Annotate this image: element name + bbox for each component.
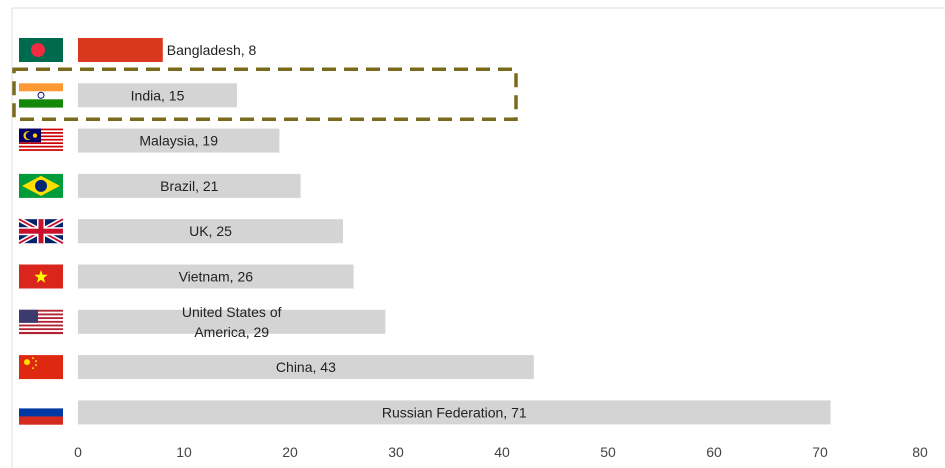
bar-label-china: China, 43 bbox=[276, 359, 336, 375]
x-tick-label: 20 bbox=[282, 444, 298, 460]
russia-flag-icon bbox=[19, 400, 63, 425]
bar-india bbox=[78, 83, 237, 108]
bar-vietnam bbox=[78, 264, 354, 289]
bar-brazil bbox=[78, 173, 301, 198]
bar-label-india: India, 15 bbox=[131, 87, 185, 103]
brazil-flag-icon bbox=[19, 173, 63, 198]
bar-united-states-of-america bbox=[78, 309, 386, 334]
malaysia-flag-icon bbox=[19, 128, 63, 153]
x-tick-label: 10 bbox=[176, 444, 192, 460]
china-flag-icon bbox=[19, 355, 63, 380]
bar-label-brazil: Brazil, 21 bbox=[160, 178, 219, 194]
bar-label-vietnam: Vietnam, 26 bbox=[179, 269, 254, 285]
bar-china bbox=[78, 355, 534, 380]
bar-label-bangladesh: Bangladesh, 8 bbox=[167, 42, 257, 58]
x-tick-label: 60 bbox=[706, 444, 722, 460]
x-tick-label: 40 bbox=[494, 444, 510, 460]
bar-label-russian-federation: Russian Federation, 71 bbox=[382, 404, 527, 420]
uk-flag-icon bbox=[17, 217, 65, 246]
x-tick-label: 70 bbox=[812, 444, 828, 460]
x-tick-label: 50 bbox=[600, 444, 616, 460]
vietnam-flag-icon bbox=[19, 264, 63, 289]
bar-label-malaysia: Malaysia, 19 bbox=[139, 133, 218, 149]
bangladesh-flag-icon bbox=[19, 38, 63, 62]
bar-label-uk: UK, 25 bbox=[189, 223, 232, 239]
highlight-box bbox=[12, 67, 518, 122]
x-tick-label: 30 bbox=[388, 444, 404, 460]
bar-russian-federation bbox=[78, 400, 831, 425]
india-flag-icon bbox=[19, 83, 63, 108]
x-tick-label: 80 bbox=[912, 444, 928, 460]
bar-label-united-states-of-america: United States of America, 29 bbox=[182, 304, 282, 340]
usa-flag-icon bbox=[19, 309, 63, 335]
bar-uk bbox=[78, 219, 343, 244]
x-tick-label: 0 bbox=[74, 444, 82, 460]
bar-malaysia bbox=[78, 128, 280, 153]
bar-bangladesh bbox=[78, 38, 163, 62]
